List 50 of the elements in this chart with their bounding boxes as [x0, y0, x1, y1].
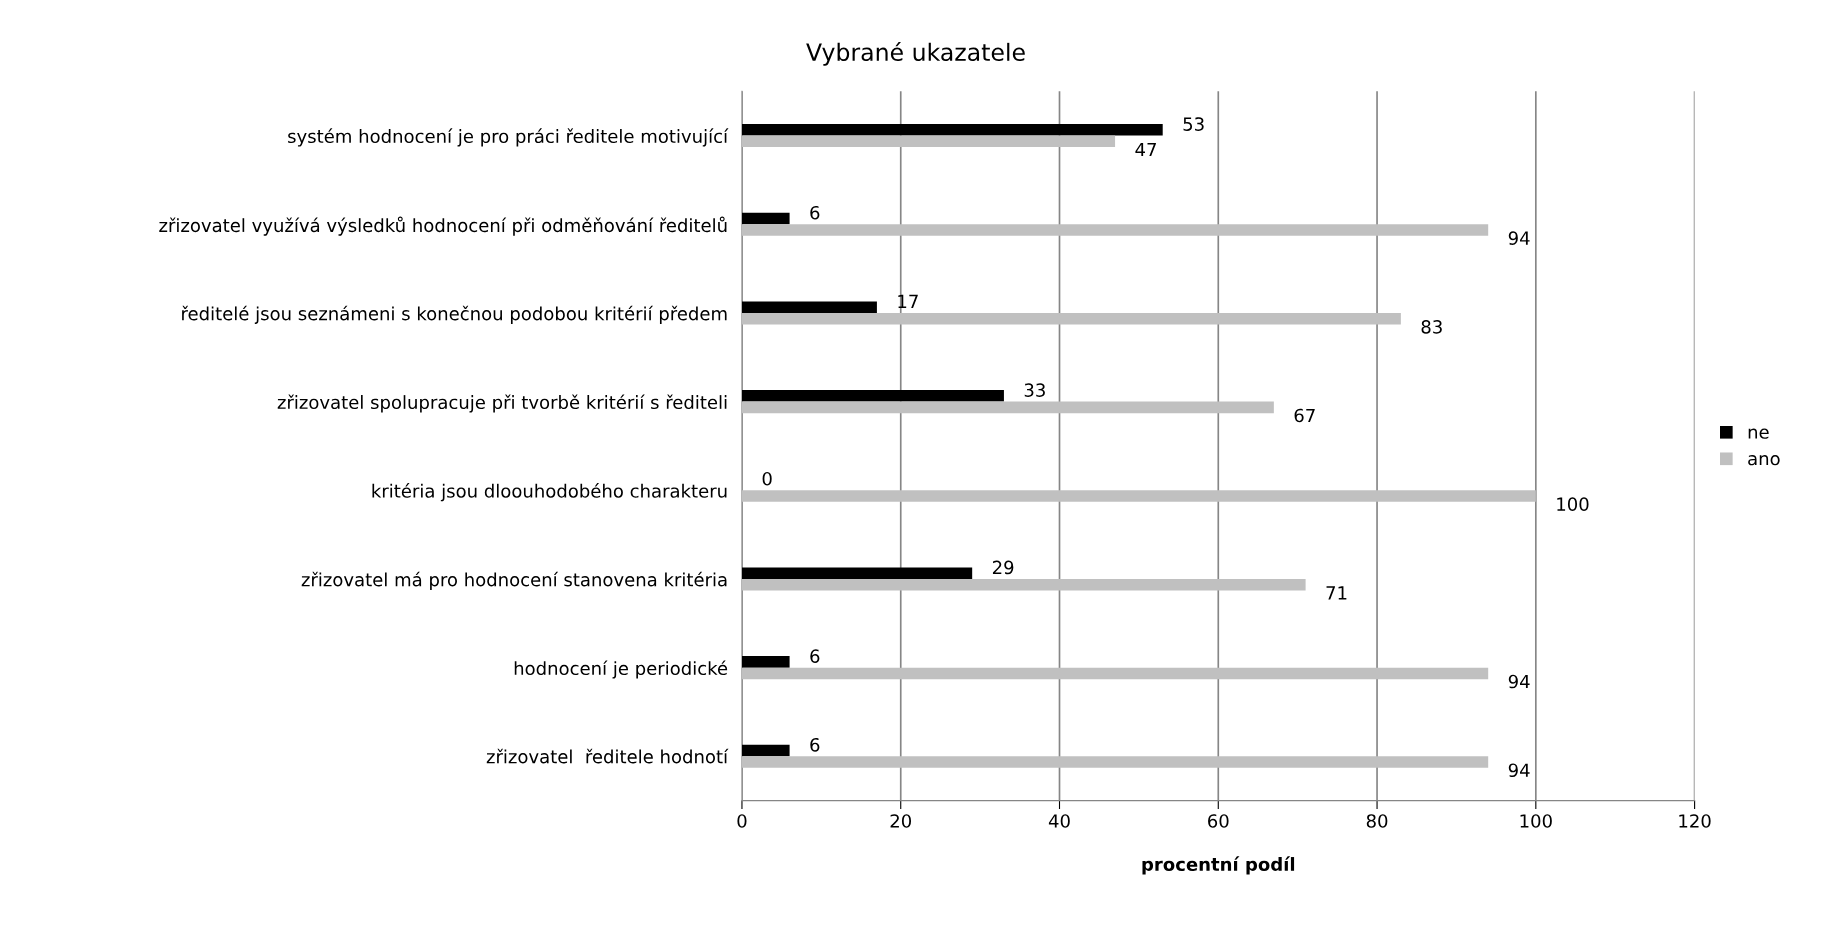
data-label: 100: [1557, 497, 1589, 512]
y-tick-label: kritéria jsou dloouhodobého charakteru: [372, 483, 727, 502]
y-tick-label: zřizovatel spolupracuje při tvorbě kritérií s řediteli: [277, 394, 727, 413]
bar: [741, 312, 1401, 325]
x-tick-label: 100: [1520, 814, 1552, 828]
x-tick-label: 60: [1208, 814, 1229, 828]
bar: [741, 578, 1306, 591]
bar: [741, 744, 790, 757]
data-label: 6: [810, 737, 820, 752]
bar: [741, 490, 1536, 502]
y-tick-label: zřizovatel využívá výsledků hodnocení při odměňování ředitelů: [159, 216, 727, 236]
data-label: 6: [810, 649, 820, 663]
bar: [741, 301, 877, 313]
y-tick-label: ředitelé jsou seznámeni s konečnou podobou kritérií předem: [182, 305, 727, 324]
bar: [741, 135, 1116, 148]
bar: [741, 567, 973, 579]
data-label: 6: [810, 205, 820, 220]
data-label: 53: [1183, 117, 1204, 131]
bar: [741, 124, 1163, 136]
data-label: 83: [1421, 320, 1442, 334]
bar: [741, 656, 790, 668]
bar: [741, 667, 1489, 680]
data-label: 67: [1294, 408, 1315, 423]
data-label: 94: [1508, 674, 1530, 689]
x-tick-label: 0: [737, 814, 747, 828]
bar: [741, 401, 1274, 414]
y-tick-label: zřizovatel ředitele hodnotí: [486, 748, 729, 764]
bar: [741, 212, 790, 225]
data-label: 17: [898, 294, 918, 308]
y-tick-label: systém hodnocení je pro práci ředitele motivující: [288, 128, 729, 147]
data-label: 29: [992, 560, 1014, 575]
x-tick-label: 120: [1679, 814, 1711, 828]
bar: [741, 224, 1489, 236]
data-label: 33: [1024, 383, 1045, 397]
x-tick-label: 20: [890, 814, 912, 828]
bar: [741, 390, 1004, 402]
y-tick-label: hodnocení je periodické: [514, 660, 728, 679]
y-tick-label: zřizovatel má pro hodnocení stanovena kritéria: [301, 571, 727, 590]
data-label: 71: [1326, 586, 1347, 600]
x-axis-title: procentní podíl: [1142, 856, 1295, 875]
chart-title: Vybrané ukazatele: [806, 41, 1025, 66]
data-label: 94: [1508, 231, 1530, 245]
legend-label: ano: [1748, 455, 1780, 466]
data-label: 0: [762, 471, 772, 486]
legend-label: ne: [1748, 428, 1769, 439]
x-tick-label: 80: [1366, 814, 1388, 828]
data-label: 47: [1135, 142, 1156, 157]
bar: [741, 756, 1489, 768]
x-tick-label: 40: [1048, 814, 1070, 828]
data-label: 94: [1508, 763, 1530, 778]
